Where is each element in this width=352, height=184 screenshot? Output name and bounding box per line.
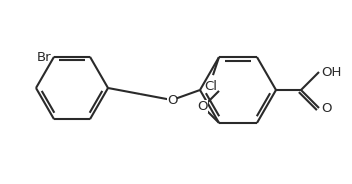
Text: Br: Br <box>36 51 51 64</box>
Text: O: O <box>321 102 332 114</box>
Text: O: O <box>198 100 208 113</box>
Text: O: O <box>167 93 177 107</box>
Text: OH: OH <box>321 66 341 79</box>
Text: Cl: Cl <box>205 80 218 93</box>
